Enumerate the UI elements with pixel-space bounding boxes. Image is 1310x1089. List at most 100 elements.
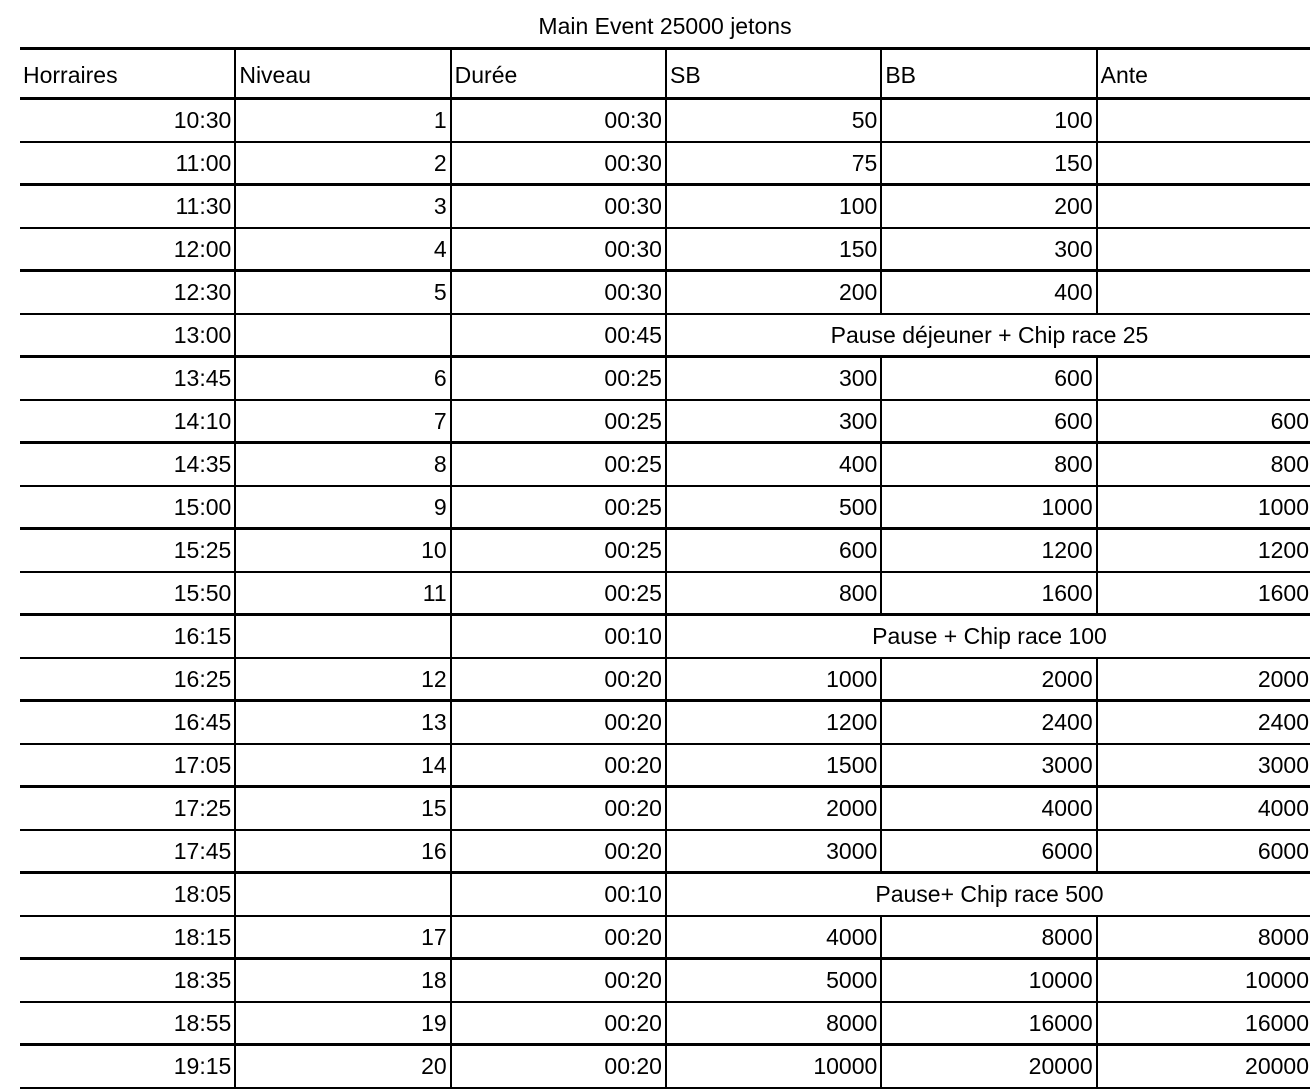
cell-ante: 20000 [1095,1043,1310,1089]
cell-bb: 600 [880,398,1097,443]
cell-duration: 00:30 [449,183,666,228]
cell-duration: 00:25 [449,441,666,486]
cell-time: 14:35 [20,441,236,486]
cell-level: 12 [234,656,451,701]
cell-level: 17 [234,914,451,959]
cell-time: 16:45 [20,699,236,744]
cell-duration: 00:20 [449,1043,666,1089]
cell-level [234,871,451,916]
cell-time: 12:30 [20,269,236,314]
cell-level: 14 [234,742,451,787]
cell-duration: 00:30 [449,269,666,314]
cell-time: 16:25 [20,656,236,701]
cell-level: 9 [234,484,451,529]
cell-sb: 400 [664,441,882,486]
cell-time: 18:05 [20,871,236,916]
cell-duration: 00:10 [449,613,666,658]
header-row: Horraires Niveau Durée SB BB Ante [20,47,1310,100]
cell-ante: 600 [1095,398,1310,443]
cell-time: 15:50 [20,570,236,615]
cell-bb: 100 [880,97,1097,142]
table-row: 11:30 3 00:30 100 200 [20,183,1310,228]
cell-time: 16:15 [20,613,236,658]
table-row: 16:45 13 00:20 1200 2400 2400 [20,699,1310,744]
cell-duration: 00:25 [449,570,666,615]
cell-ante [1095,269,1310,314]
header-duration: Durée [449,47,666,100]
table-row: 14:35 8 00:25 400 800 800 [20,441,1310,486]
cell-bb: 600 [880,355,1097,400]
cell-bb: 10000 [880,957,1097,1002]
table-row: 17:45 16 00:20 3000 6000 6000 [20,828,1310,873]
pause-row: 13:00 00:45 Pause déjeuner + Chip race 25 [20,312,1310,357]
cell-sb: 50 [664,97,882,142]
cell-time: 15:25 [20,527,236,572]
cell-time: 11:00 [20,140,236,185]
table-row: 12:00 4 00:30 150 300 [20,226,1310,271]
cell-duration: 00:45 [449,312,666,357]
cell-ante: 16000 [1095,1000,1310,1045]
cell-duration: 00:20 [449,699,666,744]
cell-ante [1095,97,1310,142]
cell-time: 19:15 [20,1043,236,1089]
cell-ante: 1600 [1095,570,1310,615]
cell-level: 18 [234,957,451,1002]
cell-sb: 75 [664,140,882,185]
cell-bb: 1200 [880,527,1097,572]
cell-time: 17:05 [20,742,236,787]
cell-level [234,312,451,357]
table-row: 13:45 6 00:25 300 600 [20,355,1310,400]
cell-duration: 00:20 [449,785,666,830]
cell-sb: 8000 [664,1000,882,1045]
cell-level [234,613,451,658]
cell-time: 10:30 [20,97,236,142]
cell-duration: 00:25 [449,398,666,443]
cell-level: 7 [234,398,451,443]
cell-sb: 600 [664,527,882,572]
page-title: Main Event 25000 jetons [538,13,792,39]
cell-ante [1095,226,1310,271]
cell-sb: 300 [664,398,882,443]
cell-time: 14:10 [20,398,236,443]
table-row: 18:55 19 00:20 8000 16000 16000 [20,1000,1310,1045]
cell-bb: 3000 [880,742,1097,787]
table-row: 15:25 10 00:25 600 1200 1200 [20,527,1310,572]
cell-duration: 00:25 [449,484,666,529]
cell-bb: 400 [880,269,1097,314]
cell-bb: 6000 [880,828,1097,873]
cell-bb: 1000 [880,484,1097,529]
cell-ante: 1200 [1095,527,1310,572]
cell-pause-label: Pause + Chip race 100 [664,613,1310,658]
header-ante: Ante [1095,47,1310,100]
cell-duration: 00:20 [449,914,666,959]
cell-level: 10 [234,527,451,572]
cell-bb: 4000 [880,785,1097,830]
table-row: 15:50 11 00:25 800 1600 1600 [20,570,1310,615]
cell-time: 18:55 [20,1000,236,1045]
cell-duration: 00:20 [449,656,666,701]
cell-bb: 2000 [880,656,1097,701]
header-time: Horraires [20,47,236,100]
cell-sb: 1000 [664,656,882,701]
cell-ante [1095,140,1310,185]
header-bb: BB [880,47,1097,100]
cell-sb: 100 [664,183,882,228]
pause-row: 18:05 00:10 Pause+ Chip race 500 [20,871,1310,916]
cell-bb: 1600 [880,570,1097,615]
cell-level: 16 [234,828,451,873]
cell-ante: 1000 [1095,484,1310,529]
table-row: 14:10 7 00:25 300 600 600 [20,398,1310,443]
table-row: 18:15 17 00:20 4000 8000 8000 [20,914,1310,959]
cell-ante: 3000 [1095,742,1310,787]
cell-ante: 2400 [1095,699,1310,744]
cell-level: 8 [234,441,451,486]
cell-time: 12:00 [20,226,236,271]
cell-level: 1 [234,97,451,142]
cell-sb: 300 [664,355,882,400]
cell-duration: 00:30 [449,226,666,271]
table-row: 15:00 9 00:25 500 1000 1000 [20,484,1310,529]
table-row: 12:30 5 00:30 200 400 [20,269,1310,314]
cell-duration: 00:25 [449,355,666,400]
table-row: 19:15 20 00:20 10000 20000 20000 [20,1043,1310,1089]
cell-ante: 8000 [1095,914,1310,959]
